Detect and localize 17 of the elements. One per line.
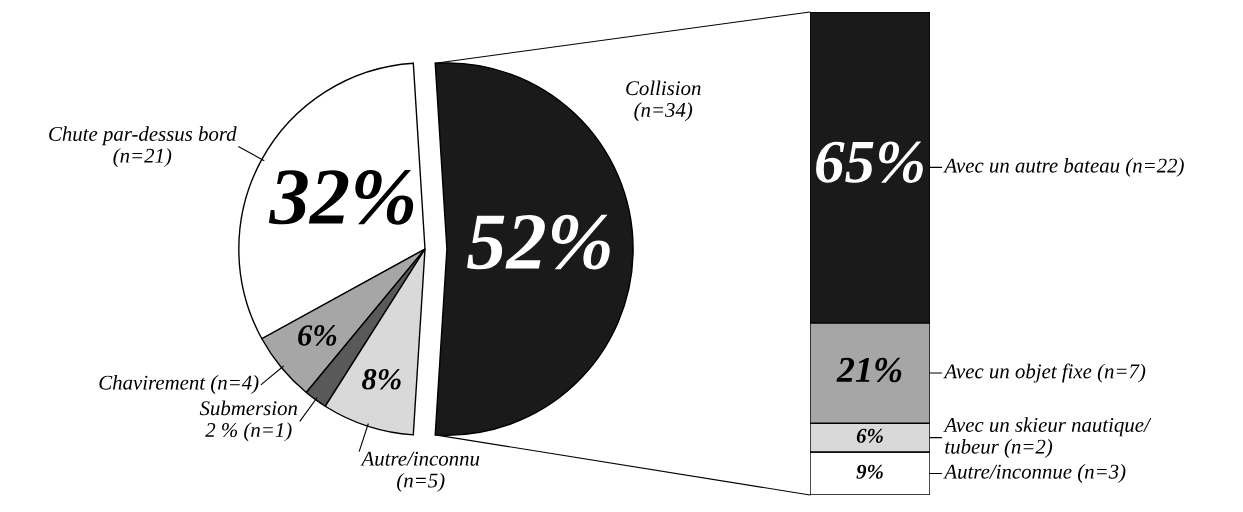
data-label: 21% bbox=[836, 357, 902, 383]
data-label: 6% bbox=[856, 428, 883, 443]
data-label: 8% bbox=[362, 368, 401, 390]
slice-label: Collision (n=34) bbox=[626, 80, 701, 122]
slice-label: Chute par-dessus bord (n=21) bbox=[49, 126, 237, 168]
series-label: Avec un objet fixe (n=7) bbox=[943, 363, 1146, 383]
slice-label: Submersion 2 % (n=1) bbox=[199, 400, 298, 442]
data-label: 32% bbox=[268, 170, 414, 225]
slice-label: Chavirement (n=4) bbox=[99, 375, 259, 394]
data-label: 6% bbox=[298, 325, 337, 346]
data-label: 65% bbox=[816, 141, 923, 183]
legend-label: Autre/inconnue (n=3) bbox=[943, 464, 1126, 483]
legend-label: Avec un skieur nautique/ tubeur (n=2) bbox=[943, 417, 1152, 458]
slice-label: Autre/inconnu (n=5) bbox=[360, 451, 480, 492]
series-label: Avec un autre bateau (n=22) bbox=[943, 157, 1184, 177]
data-label: 52% bbox=[467, 214, 610, 270]
data-label: 9% bbox=[856, 464, 883, 479]
